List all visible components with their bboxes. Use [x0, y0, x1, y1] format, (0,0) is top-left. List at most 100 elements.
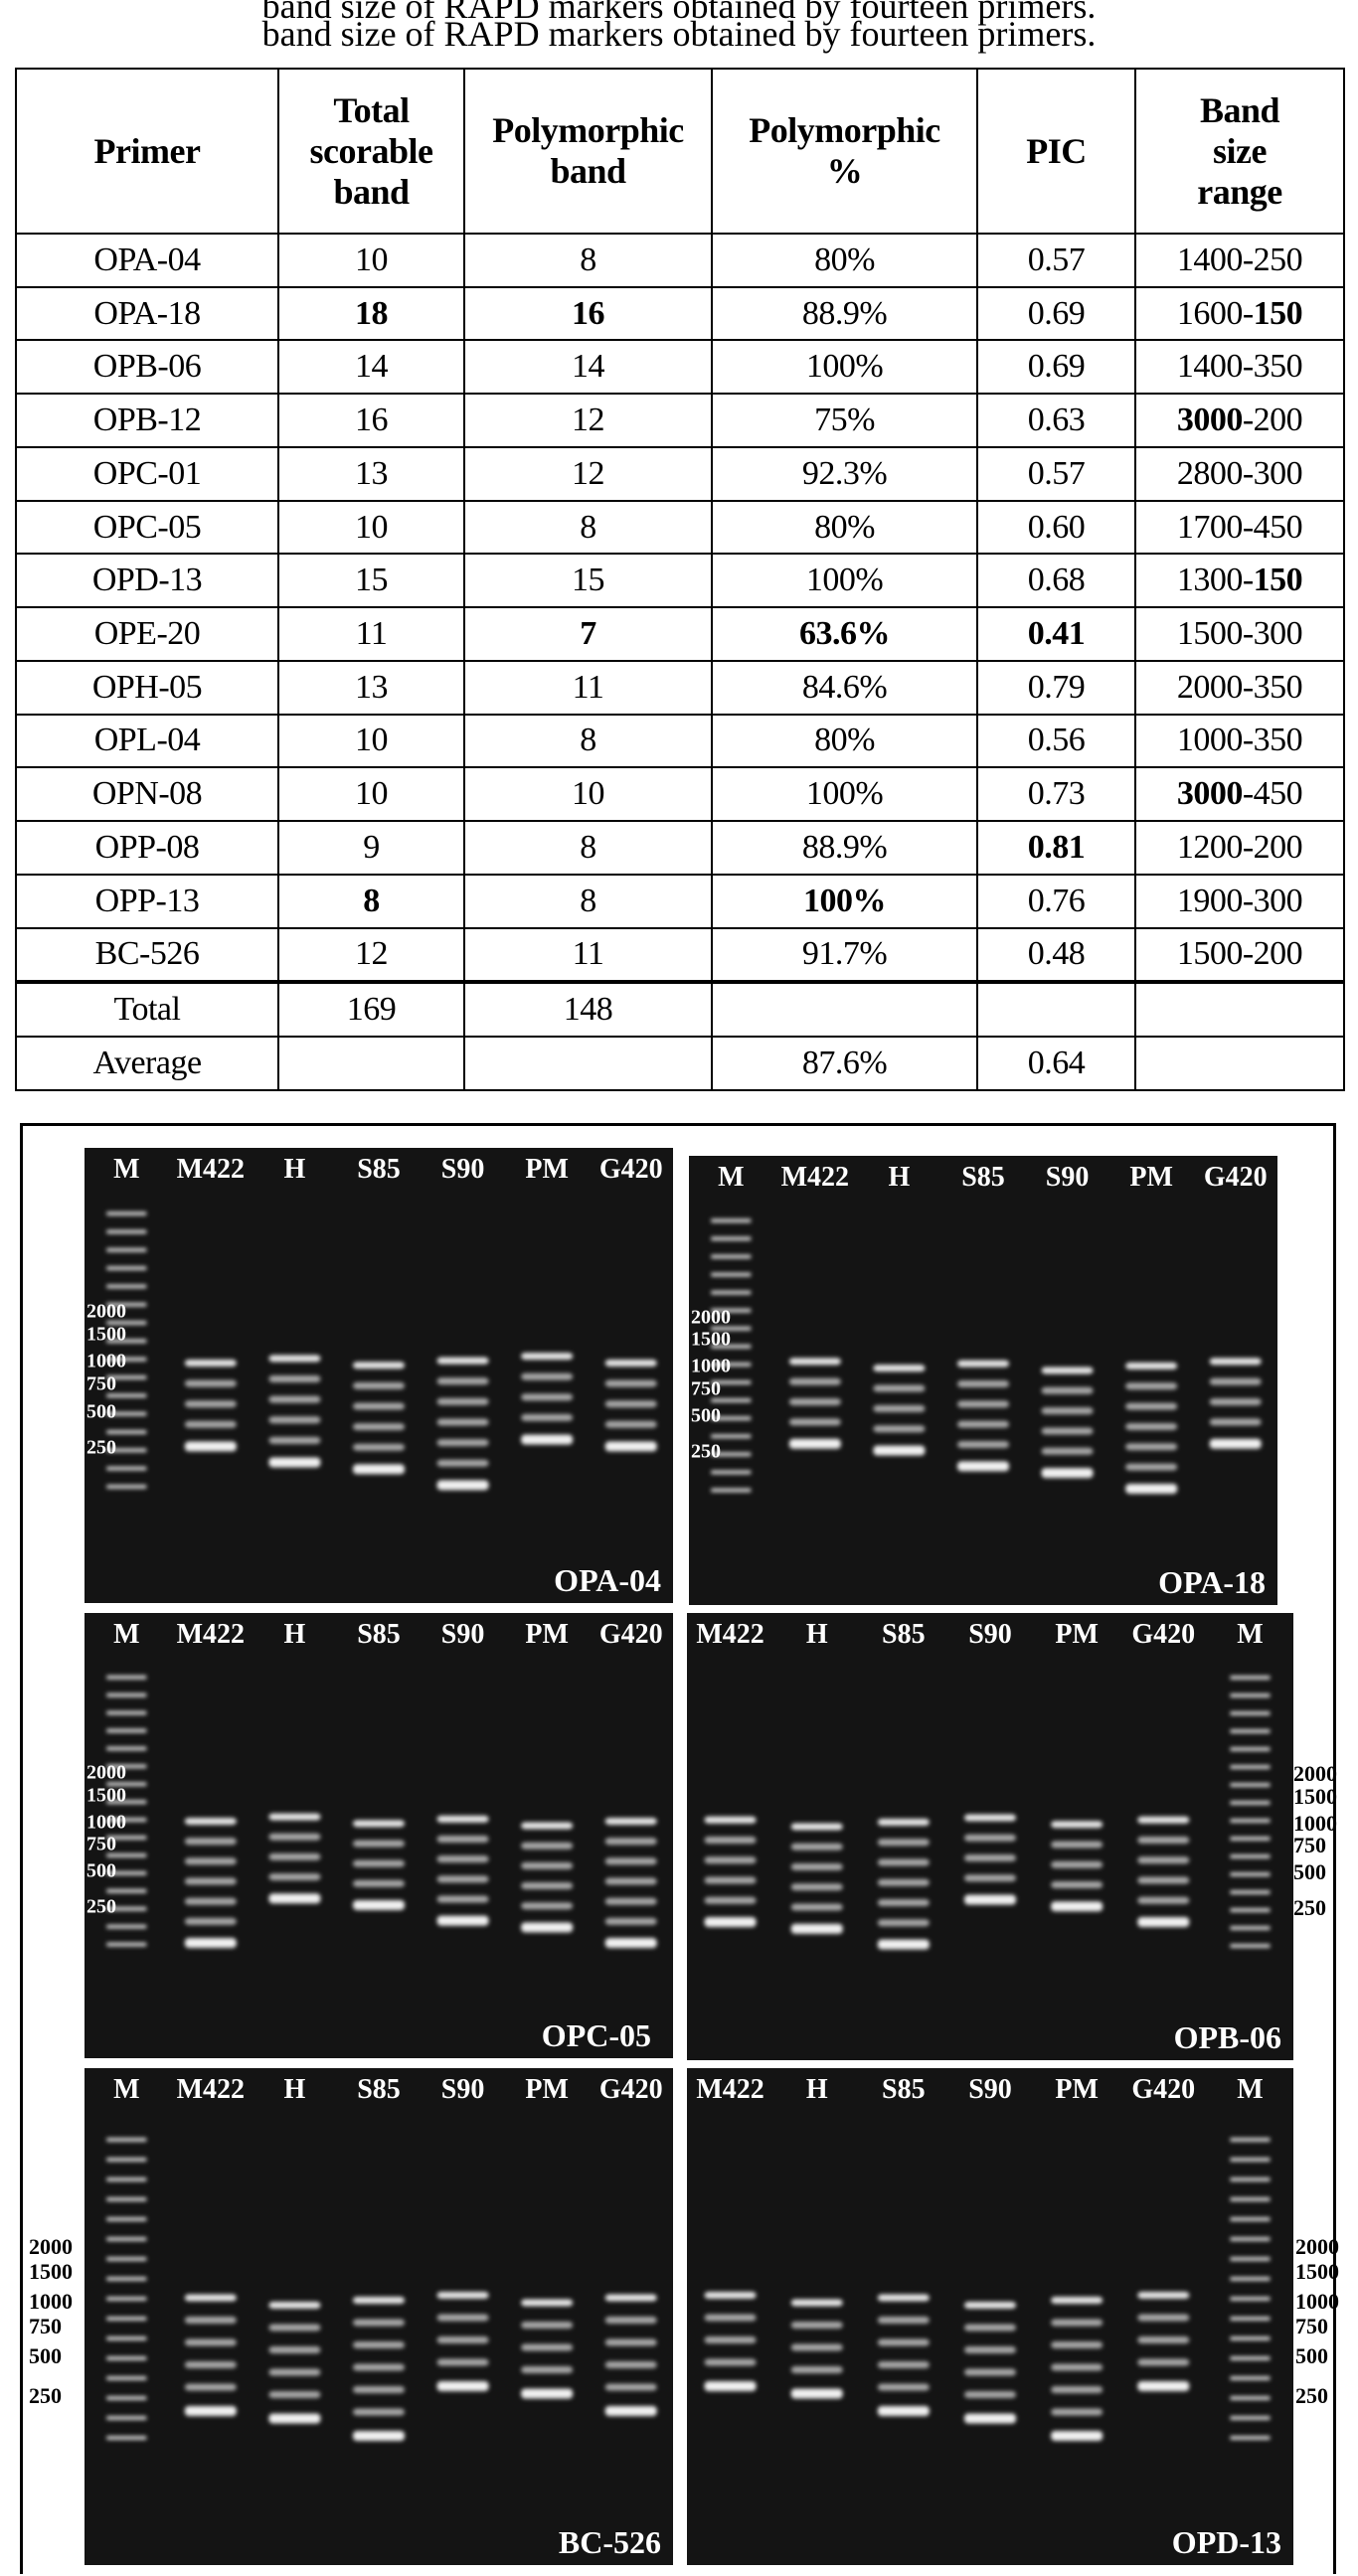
range-low: 350	[1253, 722, 1303, 759]
lane-label: M	[113, 1619, 140, 1650]
caption-line-2: band size of RAPD markers obtained by fo…	[261, 14, 1097, 54]
range-high: 2800	[1176, 454, 1244, 492]
sample-lane	[788, 1358, 841, 1449]
range-high: 1700	[1176, 508, 1244, 546]
cell-band-size-range: 2000-350	[1134, 659, 1345, 716]
cell-polymorphic-band: 12	[463, 445, 713, 502]
lane-label: H	[283, 1619, 306, 1650]
cell-pic: 0.68	[976, 553, 1136, 609]
table-average-row: Average 87.6% 0.64	[15, 1036, 1345, 1091]
cell-band-size-range: 1400-350	[1134, 339, 1345, 396]
lane-label: M	[718, 1162, 745, 1193]
ladder-size-label: 1000	[691, 1355, 731, 1377]
ladder-size-label: 1000	[1293, 1810, 1337, 1836]
lane-label: H	[283, 2074, 306, 2105]
header-band-size-range: Band size range	[1134, 68, 1345, 235]
ladder-lane	[106, 1675, 147, 1947]
cell-total-band	[277, 1036, 465, 1091]
cell-polymorphic-band: 8	[463, 820, 713, 876]
sample-lane	[790, 1823, 843, 1934]
lane-label: M422	[780, 1162, 850, 1193]
sample-lane	[353, 2297, 405, 2441]
cell-polymorphic-band: 14	[463, 339, 713, 396]
sample-lane	[521, 1353, 574, 1445]
ladder-size-label: 2000	[1293, 1761, 1337, 1786]
cell-total-band: 10	[277, 233, 465, 288]
cell-polymorphic-band: 8	[463, 233, 713, 288]
range-high: 1600	[1176, 294, 1244, 332]
ladder-size-label: 500	[86, 1859, 116, 1882]
sample-lane	[1051, 1821, 1103, 1912]
cell-total-band: 10	[277, 499, 465, 556]
lane-label: M	[113, 1154, 140, 1185]
cell-band-size-range: 3000-200	[1134, 393, 1345, 448]
lane-label: G420	[598, 1619, 663, 1650]
sample-lane	[436, 1815, 489, 1926]
gel-panel: M M422 H S85 S90 PM G420 OPA-18 2000 1500 1000 750 5…	[689, 1156, 1277, 1605]
range-high: 3000	[1176, 402, 1244, 439]
cell-polymorphic-band: 8	[463, 499, 713, 556]
cell-polymorphic-band: 16	[463, 285, 713, 342]
ladder-size-label: 1000	[29, 2289, 73, 2314]
lane-label: G420	[1131, 2074, 1196, 2105]
range-low: 300	[1253, 615, 1303, 652]
sample-lane	[268, 1355, 321, 1468]
header-total-scorable-band: Total scorable band	[277, 68, 465, 235]
cell-polymorphic-band: 8	[463, 873, 713, 929]
lane-label: M422	[176, 1154, 246, 1185]
lane-label: S90	[1045, 1162, 1090, 1193]
ladder-size-label: 500	[1295, 2343, 1328, 2368]
lane-label: H	[283, 1154, 306, 1185]
cell-total-band: 13	[277, 445, 465, 502]
cell-total-band: 8	[277, 873, 465, 929]
ladder-size-label: 750	[86, 1833, 116, 1855]
lane-label: G420	[1131, 1619, 1196, 1650]
ladder-size-label: 1500	[29, 2259, 73, 2284]
cell-polymorphic-percent: 87.6%	[711, 1036, 978, 1091]
table-row: OPN-08 10 10 100% 0.73 3000-450	[15, 766, 1345, 823]
ladder-size-label: 1500	[86, 1784, 126, 1807]
gel-panel: M422 H S85 S90 PM G420 M OPB-06	[687, 1613, 1293, 2060]
range-high: 1200	[1176, 828, 1244, 866]
sample-lane	[704, 2292, 757, 2391]
sample-lane	[184, 1359, 237, 1452]
range-high: 1400	[1176, 241, 1244, 278]
ladder-size-label: 500	[691, 1404, 721, 1427]
ladder-lane	[1230, 1676, 1271, 1948]
lane-label: PM	[525, 1619, 569, 1650]
cell-polymorphic-percent: 88.9%	[711, 820, 978, 876]
sample-lane	[957, 1360, 1009, 1472]
table-row: OPP-08 9 8 88.9% 0.81 1200-200	[15, 820, 1345, 876]
lane-label: M	[1237, 2074, 1264, 2105]
cell-polymorphic-band: 12	[463, 393, 713, 448]
range-low: 300	[1253, 882, 1303, 919]
sample-lane	[604, 2294, 657, 2416]
range-low: 350	[1253, 668, 1303, 706]
cell-polymorphic-percent: 63.6%	[711, 606, 978, 662]
cell-band-size-range	[1134, 1036, 1345, 1091]
table-row: OPP-13 8 8 100% 0.76 1900-300	[15, 873, 1345, 929]
range-low: 450	[1253, 775, 1303, 813]
range-high: 1900	[1176, 882, 1244, 919]
cell-pic: 0.57	[976, 233, 1136, 288]
cell-polymorphic-percent: 100%	[711, 339, 978, 396]
sample-lane	[877, 2294, 930, 2416]
cell-primer: OPL-04	[15, 713, 279, 769]
cell-pic: 0.81	[976, 820, 1136, 876]
lane-label: M422	[176, 1619, 246, 1650]
cell-total-band: 10	[277, 766, 465, 823]
sample-lane	[704, 1816, 757, 1927]
sample-lane	[353, 1362, 405, 1475]
ladder-size-label: 750	[86, 1372, 116, 1395]
table-row: OPD-13 15 15 100% 0.68 1300-150	[15, 553, 1345, 609]
table-header-row: Primer Total scorable band Polymorphic b…	[15, 68, 1345, 235]
cell-total-band: 9	[277, 820, 465, 876]
ladder-size-label: 500	[86, 1400, 116, 1423]
cell-primer: OPH-05	[15, 659, 279, 716]
gel-primer-name: BC-526	[558, 2524, 661, 2560]
gel-image	[85, 1148, 673, 1603]
sample-lane	[877, 1819, 930, 1950]
gel-primer-name: OPC-05	[541, 2017, 651, 2053]
table-row: OPA-18 18 16 88.9% 0.69 1600-150	[15, 285, 1345, 342]
lane-label: S90	[968, 1619, 1012, 1650]
